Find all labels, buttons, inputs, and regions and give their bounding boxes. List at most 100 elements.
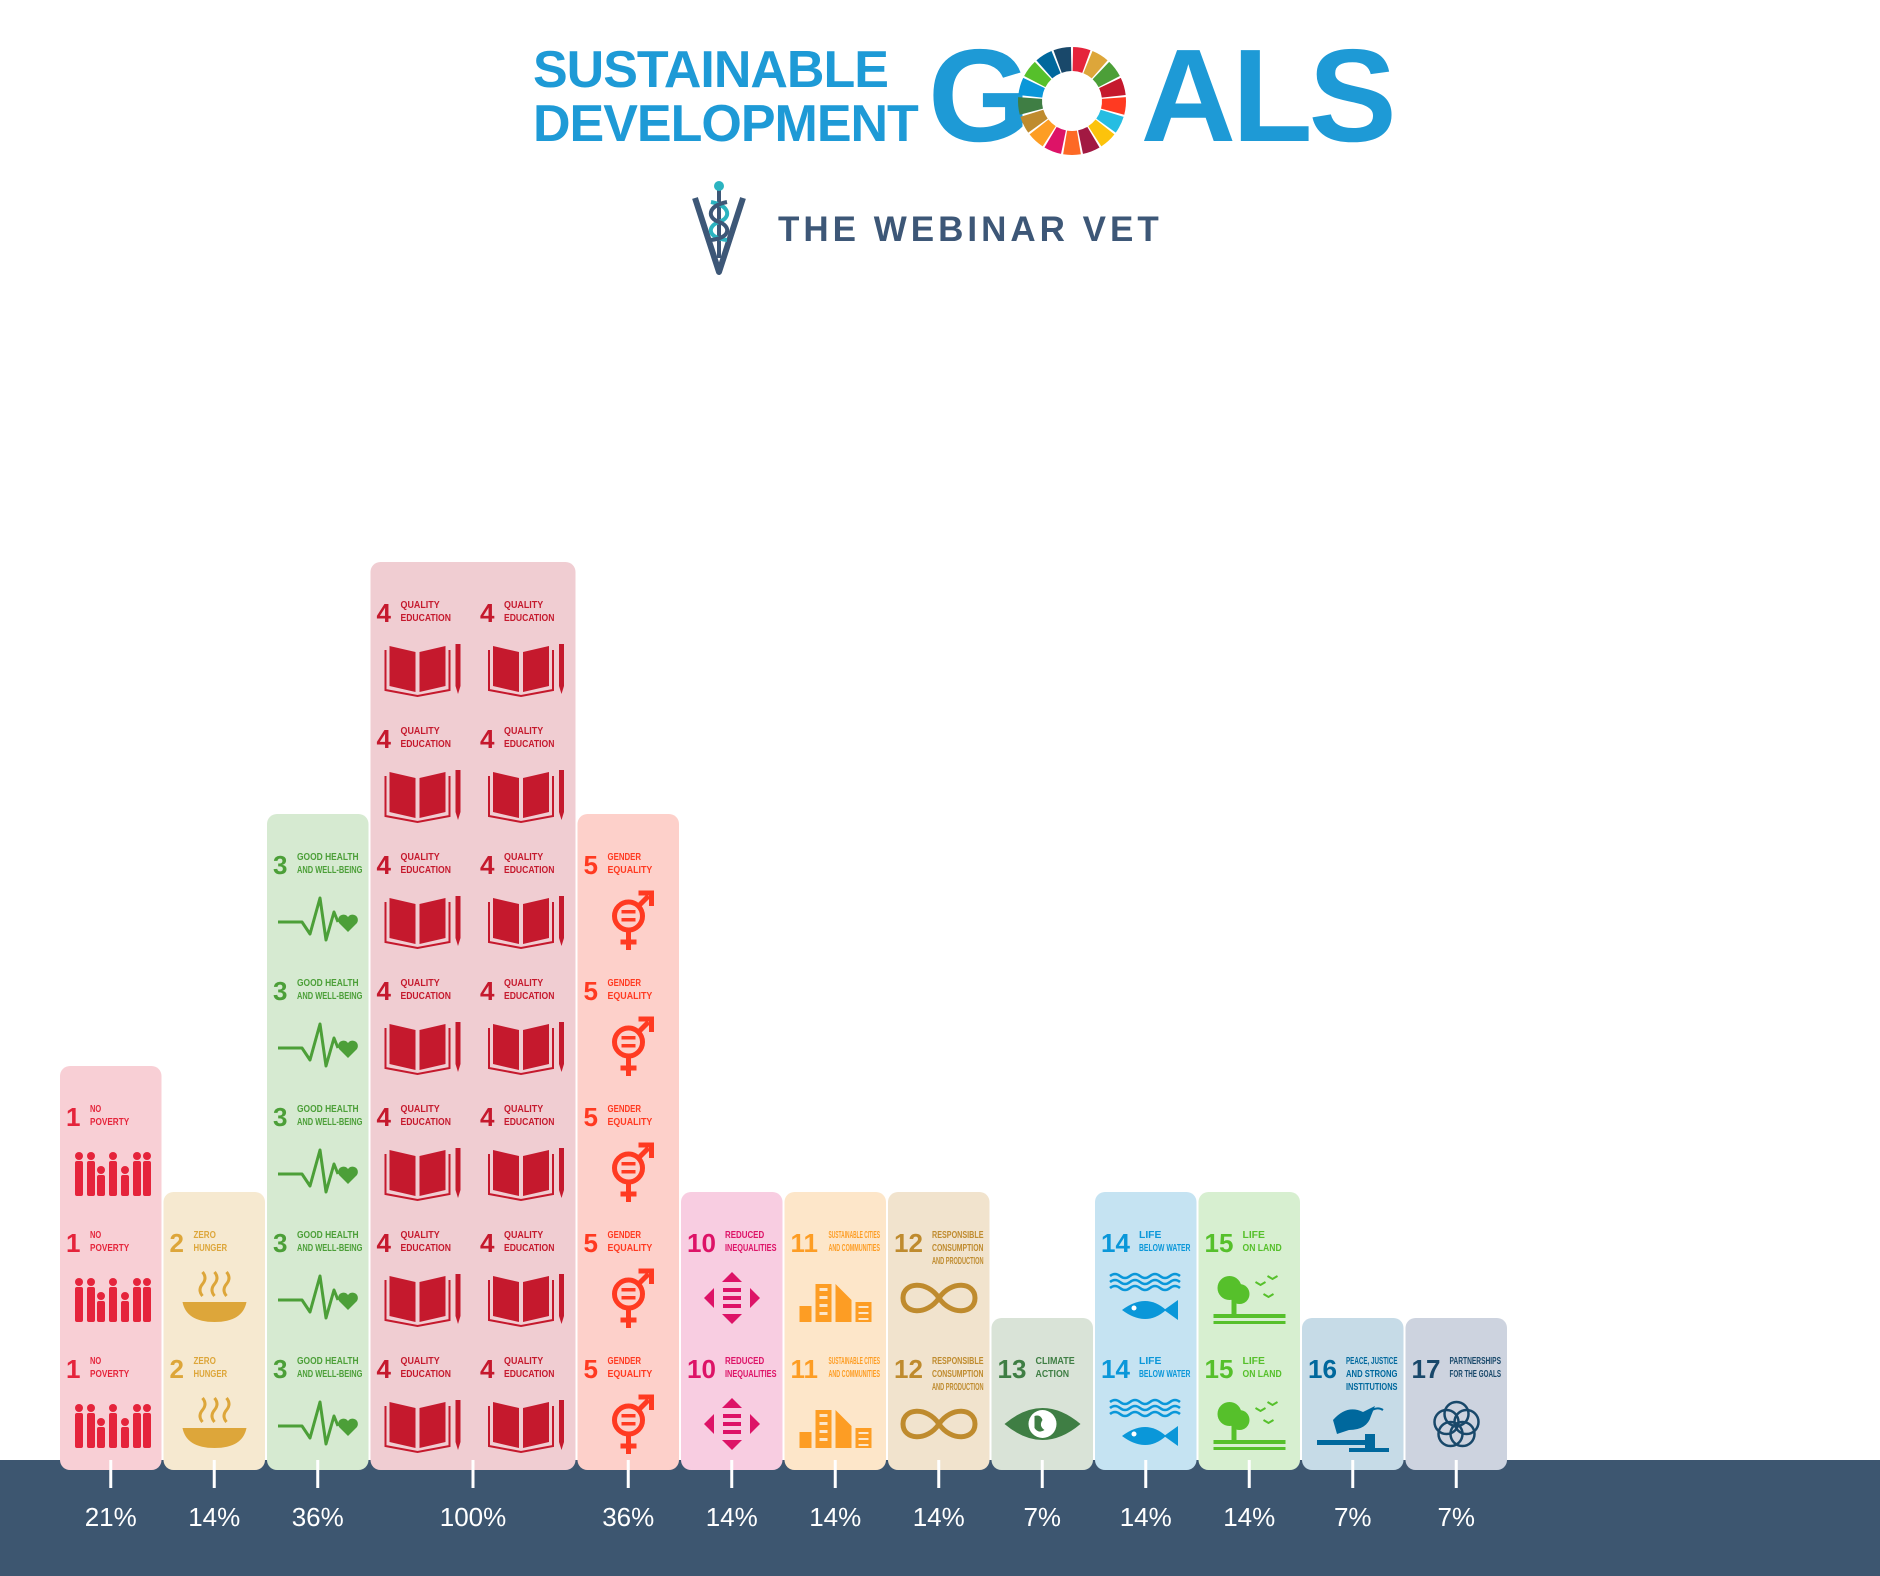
- value-label: 14%: [706, 1502, 758, 1532]
- goal-tile: 3 GOOD HEALTH AND WELL-BEING: [273, 1228, 363, 1320]
- bar-goal-15: 15 LIFE ON LAND 15 LIFE ON LAND: [1198, 1192, 1300, 1470]
- value-label: 36%: [292, 1502, 344, 1532]
- goal-tile: 5 GENDER EQUALITY: [584, 1102, 654, 1202]
- goal-label: AND PRODUCTION: [932, 1382, 984, 1393]
- goal-number: 1: [66, 1354, 80, 1384]
- goal-label: EQUALITY: [608, 1369, 653, 1380]
- goal-number: 14: [1101, 1228, 1130, 1258]
- goal-tile: 4 QUALITY EDUCATION: [377, 1102, 461, 1202]
- goal-tile: 4 QUALITY EDUCATION: [377, 1228, 461, 1328]
- goal-label: ACTION: [1036, 1369, 1070, 1380]
- value-label: 14%: [1120, 1502, 1172, 1532]
- book-icon: [384, 1400, 461, 1454]
- goal-number: 12: [894, 1354, 923, 1384]
- goal-number: 4: [480, 1228, 495, 1258]
- goal-label: BELOW WATER: [1139, 1243, 1191, 1254]
- book-icon: [488, 896, 564, 950]
- bar-goal-16: 16 PEACE, JUSTICE AND STRONG INSTITUTIONS: [1302, 1318, 1404, 1470]
- goal-label: QUALITY: [504, 1356, 543, 1367]
- sdg-wheel-segment: [1063, 130, 1081, 155]
- goal-tile: 1 NO POVERTY: [66, 1102, 151, 1196]
- goal-label: AND WELL-BEING: [297, 1369, 363, 1380]
- value-label: 14%: [1223, 1502, 1275, 1532]
- goal-number: 2: [170, 1354, 184, 1384]
- goal-number: 3: [273, 976, 287, 1006]
- goal-tile: 5 GENDER EQUALITY: [584, 850, 654, 950]
- sdg-wheel-segment: [1078, 126, 1100, 154]
- goal-number: 11: [791, 1354, 819, 1384]
- goal-number: 5: [584, 850, 598, 880]
- goal-label: AND WELL-BEING: [297, 1243, 363, 1254]
- goal-label: EDUCATION: [401, 1243, 451, 1254]
- goal-label: REDUCED: [725, 1356, 764, 1367]
- goal-label: HUNGER: [194, 1369, 228, 1380]
- goal-tile: 15 LIFE ON LAND: [1205, 1354, 1286, 1450]
- goal-tile: 4 QUALITY EDUCATION: [480, 1102, 564, 1202]
- goal-label: EQUALITY: [608, 1243, 653, 1254]
- goal-label: FOR THE GOALS: [1450, 1369, 1502, 1380]
- goal-label: GOOD HEALTH: [297, 852, 359, 863]
- people-icon: [75, 1152, 151, 1196]
- goal-label: EDUCATION: [401, 1369, 451, 1380]
- goal-tile: 14 LIFE BELOW WATER: [1101, 1228, 1191, 1320]
- book-icon: [384, 770, 461, 824]
- sdg-wheel-segment: [1088, 119, 1115, 147]
- goal-number: 4: [377, 976, 392, 1006]
- goal-label: EQUALITY: [608, 865, 653, 876]
- bar: [1198, 1192, 1300, 1470]
- goal-label: QUALITY: [401, 978, 440, 989]
- bar-goal-5: 5 GENDER EQUALITY 5 GENDER EQUALITY 5 GENDER EQU…: [577, 814, 679, 1470]
- bar-goal-17: 17 PARTNERSHIPS FOR THE GOALS: [1405, 1318, 1507, 1470]
- bar: [681, 1192, 783, 1470]
- goal-tile: 2 ZERO HUNGER: [170, 1228, 247, 1322]
- goal-label: QUALITY: [401, 1356, 440, 1367]
- goal-number: 4: [480, 724, 495, 754]
- book-icon: [488, 1022, 564, 1076]
- goal-tile: 13 CLIMATE ACTION: [998, 1354, 1081, 1440]
- value-label: 14%: [188, 1502, 240, 1532]
- goal-label: GENDER: [608, 1104, 642, 1115]
- goal-label: GENDER: [608, 1356, 642, 1367]
- bar: [577, 814, 679, 1470]
- bowl-icon: [182, 1397, 247, 1448]
- heartbeat-icon: [278, 1274, 358, 1320]
- goal-tile: 5 GENDER EQUALITY: [584, 1228, 654, 1328]
- goal-tile: 14 LIFE BELOW WATER: [1101, 1354, 1191, 1446]
- equality-arrows-icon: [704, 1398, 760, 1450]
- goal-tile: 3 GOOD HEALTH AND WELL-BEING: [273, 1102, 363, 1194]
- goal-label: GOOD HEALTH: [297, 1356, 359, 1367]
- goal-label: PEACE, JUSTICE: [1346, 1356, 1398, 1367]
- goal-tile: 10 REDUCED INEQUALITIES: [687, 1228, 777, 1324]
- book-icon: [384, 1148, 461, 1202]
- gender-icon: [612, 1394, 654, 1454]
- goal-label: EDUCATION: [504, 613, 554, 624]
- goal-label: AND COMMUNITIES: [829, 1369, 881, 1380]
- goal-number: 12: [894, 1228, 923, 1258]
- bar: [370, 562, 576, 1470]
- goal-label: CONSUMPTION: [932, 1243, 984, 1254]
- bar-goal-3: 3 GOOD HEALTH AND WELL-BEING 3 GOOD HEALTH AN…: [267, 814, 369, 1470]
- goal-label: EDUCATION: [504, 865, 554, 876]
- goal-number: 4: [377, 724, 392, 754]
- people-icon: [75, 1404, 151, 1448]
- goal-number: 15: [1205, 1228, 1234, 1258]
- sdg-logo-goals-g: G: [928, 22, 1031, 169]
- bar-goal-11: 11 SUSTAINABLE CITIES AND COMMUNITIES 11 SUS…: [784, 1192, 886, 1470]
- sdg-wheel-segment: [1083, 51, 1108, 79]
- goal-number: 5: [584, 976, 598, 1006]
- goal-label: QUALITY: [401, 1104, 440, 1115]
- goal-label: CONSUMPTION: [932, 1369, 984, 1380]
- sdg-wheel-segment: [1018, 77, 1045, 98]
- goal-label: EDUCATION: [401, 865, 451, 876]
- goal-number: 3: [273, 1102, 287, 1132]
- bar-goal-14: 14 LIFE BELOW WATER 14 LIFE BELOW WATER: [1095, 1192, 1197, 1470]
- goal-number: 1: [66, 1102, 80, 1132]
- bar: [784, 1192, 886, 1470]
- goal-label: GOOD HEALTH: [297, 1230, 359, 1241]
- goal-tile: 4 QUALITY EDUCATION: [480, 976, 564, 1076]
- goal-label: NO: [90, 1104, 101, 1115]
- goal-label: QUALITY: [401, 852, 440, 863]
- sdg-wheel-segment: [1101, 97, 1126, 115]
